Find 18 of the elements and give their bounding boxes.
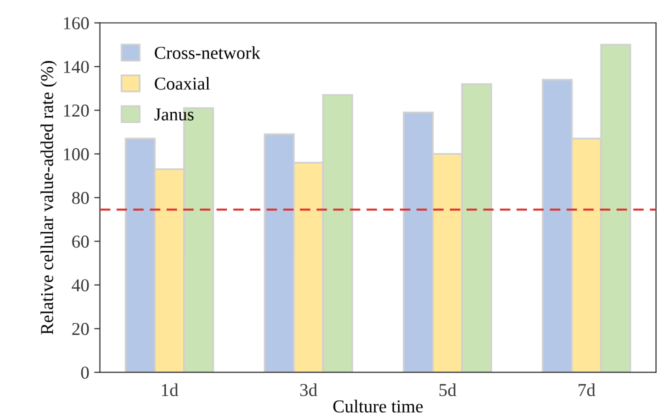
y-tick-label: 80 [72,192,89,204]
x-axis-title: Culture time [333,400,423,413]
legend-label: Janus [154,108,194,120]
y-tick-label: 20 [72,322,89,336]
y-tick-label: 0 [81,366,89,379]
y-tick-label: 100 [64,148,89,160]
x-tick-label: 1d [162,383,178,396]
legend-label: Cross-network [154,46,260,59]
legend-label: Coaxial [154,77,210,90]
x-tick-label: 5d [439,383,456,396]
x-tick-label: 3d [300,383,318,396]
y-tick-label: 140 [64,60,89,73]
y-axis-title: Relative cellular value-added rate (%) [40,61,57,334]
y-tick-label: 160 [64,17,89,30]
x-tick-label: 7d [578,383,596,396]
y-tick-label: 40 [72,279,89,292]
y-tick-label: 120 [64,104,89,117]
y-tick-label: 60 [72,236,89,248]
